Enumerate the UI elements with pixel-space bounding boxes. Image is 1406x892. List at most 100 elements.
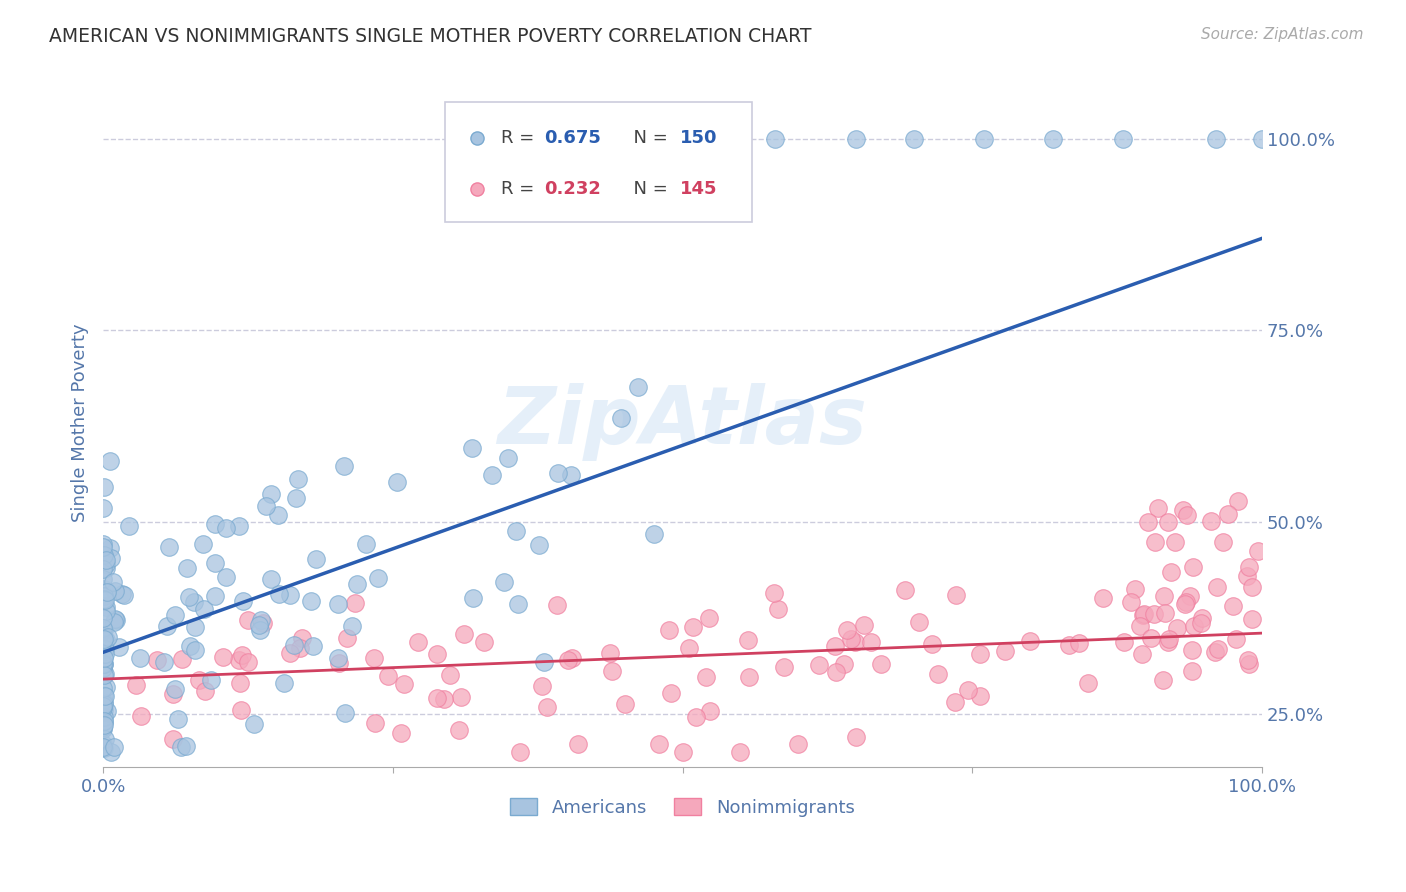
Point <box>96 557 118 571</box>
Point <box>627 380 650 394</box>
Point <box>467 200 489 214</box>
Point <box>100 551 122 566</box>
Point <box>326 597 349 611</box>
Point <box>531 679 554 693</box>
Point <box>426 647 449 661</box>
Point <box>508 597 530 611</box>
Point <box>678 640 700 655</box>
Text: R =: R = <box>501 179 540 198</box>
Point <box>1175 595 1198 609</box>
Point <box>591 132 613 146</box>
Point <box>1143 607 1166 622</box>
Text: AMERICAN VS NONIMMIGRANTS SINGLE MOTHER POVERTY CORRELATION CHART: AMERICAN VS NONIMMIGRANTS SINGLE MOTHER … <box>49 27 811 45</box>
Point <box>1164 535 1187 549</box>
Point <box>927 666 949 681</box>
Text: R =: R = <box>501 129 540 147</box>
Point <box>1137 515 1160 529</box>
Point <box>1147 501 1170 516</box>
Point <box>287 472 309 486</box>
Point <box>94 647 117 661</box>
Point <box>93 632 115 646</box>
Point <box>600 664 623 678</box>
Point <box>91 661 114 675</box>
Point <box>1226 494 1249 508</box>
Point <box>118 518 141 533</box>
Point <box>547 466 569 480</box>
Point <box>269 587 291 601</box>
Point <box>467 255 489 269</box>
Point <box>505 524 527 539</box>
Point <box>844 635 866 649</box>
Point <box>1057 638 1080 652</box>
Point <box>129 651 152 665</box>
Point <box>204 557 226 571</box>
Point <box>228 653 250 667</box>
Point <box>273 676 295 690</box>
Point <box>392 677 415 691</box>
Point <box>343 596 366 610</box>
Point <box>163 607 186 622</box>
Point <box>1205 132 1227 146</box>
Point <box>284 491 307 505</box>
Point <box>533 656 555 670</box>
Point <box>104 613 127 627</box>
Point <box>91 620 114 634</box>
Point <box>1191 616 1213 631</box>
Point <box>215 569 238 583</box>
Point <box>93 651 115 665</box>
Point <box>260 572 283 586</box>
Point <box>93 589 115 603</box>
Point <box>527 538 550 552</box>
Y-axis label: Single Mother Poverty: Single Mother Poverty <box>72 323 89 522</box>
Point <box>969 648 991 662</box>
Point <box>93 480 115 494</box>
Point <box>93 668 115 682</box>
Point <box>567 737 589 751</box>
Point <box>1157 632 1180 647</box>
Point <box>236 613 259 627</box>
Point <box>170 739 193 754</box>
Point <box>1157 634 1180 648</box>
Point <box>93 731 115 746</box>
Point <box>860 635 883 649</box>
Point <box>93 582 115 597</box>
Point <box>1225 632 1247 647</box>
Point <box>280 588 302 602</box>
Point <box>91 701 114 715</box>
Point <box>1184 619 1206 633</box>
Point <box>772 659 794 673</box>
Point <box>91 540 114 554</box>
Point <box>825 665 848 679</box>
Point <box>103 584 125 599</box>
Point <box>763 132 786 146</box>
Point <box>299 594 322 608</box>
Point <box>326 650 349 665</box>
Point <box>1077 676 1099 690</box>
Point <box>1237 653 1260 667</box>
Point <box>91 627 114 641</box>
Point <box>94 593 117 607</box>
Point <box>166 713 188 727</box>
Point <box>256 499 278 513</box>
Point <box>305 551 328 566</box>
Point <box>93 591 115 606</box>
Point <box>1180 589 1202 603</box>
Point <box>98 541 121 556</box>
Point <box>94 604 117 618</box>
Point <box>659 685 682 699</box>
Point <box>1132 607 1154 622</box>
Point <box>191 536 214 550</box>
Point <box>870 657 893 672</box>
Point <box>165 682 187 697</box>
Point <box>108 640 131 654</box>
Point <box>94 667 117 681</box>
Point <box>943 695 966 709</box>
Point <box>342 619 364 633</box>
Point <box>387 475 409 490</box>
Point <box>658 623 681 637</box>
Point <box>93 688 115 702</box>
Text: N =: N = <box>623 129 673 147</box>
Point <box>406 635 429 649</box>
Point <box>111 586 134 600</box>
Point <box>546 598 568 612</box>
